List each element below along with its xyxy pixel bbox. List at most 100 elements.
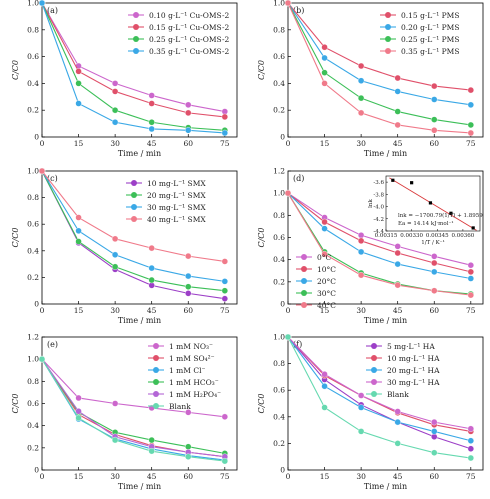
legend: 1 mM NO₃⁻ 1 mM SO₄²⁻ 1 mM Cl⁻ 1 mM HCO₃⁻ 1 m… [148,342,221,411]
data-point [431,268,438,276]
y-tick-label: 0.4 [27,79,39,88]
x-axis-label: Time / min [118,316,161,325]
data-point [185,283,192,290]
panel-a: 0 15 30 45 60 75 0 0.2 0.4 0.6 0.8 1.0 Time / min C/C… [11,0,238,158]
inset-y-tick-label: -3.6 [373,180,384,186]
data-point [221,287,229,294]
data-point [431,116,438,123]
data-point [148,282,155,289]
data-point [357,232,365,239]
legend-marker [385,36,391,42]
legend-marker [131,216,137,222]
y-tick-label: 0.2 [27,443,39,452]
panel-e: 0 15 30 45 60 75 0 0.2 0.4 0.6 0.8 1.0 1.2 Time / min… [11,333,238,491]
y-tick-label: 0 [34,133,39,142]
data-point [148,92,155,99]
data-point [111,119,119,126]
legend-label: 10 mg·L⁻¹ SMX [147,179,206,188]
series-line [41,170,225,292]
data-point [357,404,365,411]
data-point [394,121,401,129]
data-point [148,276,155,284]
legend-marker [371,367,377,373]
x-tick-label: 30 [356,306,366,315]
legend-marker [385,12,391,18]
data-point [185,453,192,460]
series-line [287,336,471,432]
series-5 [284,189,475,299]
data-point [75,238,82,245]
data-point [284,0,292,7]
series-line [287,2,471,126]
y-tick-label: 0.6 [27,220,39,229]
x-tick-label: 0 [286,306,291,315]
data-point [321,225,328,232]
series-line [287,192,471,280]
y-tick-label: 0.2 [273,277,285,286]
data-point [321,218,328,226]
legend-label: 0.20 g·L⁻¹ PMS [401,23,459,32]
data-point [357,77,365,84]
data-point [321,404,328,411]
series-line [287,2,471,106]
x-tick-label: 45 [393,306,403,315]
inset-fit-equation: lnk = −1700.79(1/T) + 1.8959 [398,212,483,219]
x-tick-label: 30 [356,472,366,481]
legend-marker [301,278,307,284]
y-tick-label: 0.6 [27,399,39,408]
data-point [431,449,438,456]
series-1 [38,355,229,420]
data-point [284,333,292,341]
y-tick-label: 1.0 [273,0,285,8]
data-point [185,290,192,297]
legend-marker [301,254,307,260]
legend-label: 30°C [317,289,336,298]
legend-marker [153,367,159,373]
data-point [148,244,155,252]
data-point [467,129,475,137]
legend-label: 0.35 g·L⁻¹ PMS [401,47,459,56]
legend-label: 0.15 g·L⁻¹ PMS [401,11,459,20]
series-line [287,192,471,273]
x-tick-label: 30 [110,472,120,481]
data-point [148,436,155,444]
data-point [357,94,365,102]
series-4 [38,167,229,265]
legend: 0.15 g·L⁻¹ PMS 0.20 g·L⁻¹ PMS 0.25 g·L⁻¹ P… [380,11,459,56]
series-line [287,336,471,430]
x-tick-label: 0 [286,472,291,481]
legend-label: 40 mg·L⁻¹ SMX [147,215,206,224]
y-tick-label: 1.0 [27,0,39,8]
legend: 5 mg·L⁻¹ HA 10 mg·L⁻¹ HA 20 mg·L⁻¹ HA 30 mg… [366,342,440,399]
data-point [148,119,155,126]
data-point [75,100,82,107]
inset-y-tick-label: -3.8 [373,192,384,198]
legend-label: 0.25 g·L⁻¹ PMS [401,35,459,44]
data-point [38,167,46,175]
legend-marker [385,24,391,30]
legend-label: Blank [387,390,409,399]
panel-d: 0 15 30 45 60 75 0 0.2 0.4 0.6 0.8 1.0 1.2 Time / min… [257,167,484,325]
legend-label: 1 mM NO₃⁻ [169,342,213,351]
y-tick-label: 0 [280,466,285,475]
x-tick-label: 45 [147,472,157,481]
data-point [467,101,475,109]
data-point [38,355,46,363]
inset-activation-energy: Ea = 14.14 kJ·mol⁻¹ [398,220,454,227]
x-tick-label: 45 [393,472,403,481]
x-tick-label: 45 [393,139,403,148]
y-tick-label: 0.6 [273,233,285,242]
data-point [148,264,155,272]
data-point [111,436,119,444]
panel-label: (e) [47,340,58,349]
inset-y-tick-label: -4.0 [373,205,384,211]
inset-fit-line [389,177,477,231]
series-line [41,2,225,113]
series-1 [284,0,475,94]
y-axis-label: C/C0 [11,60,20,80]
series-line [41,358,225,458]
inset-x-tick-label: 0.00360 [452,233,475,239]
legend-marker [131,180,137,186]
legend-marker [133,12,139,18]
panel-label: (d) [293,174,304,183]
